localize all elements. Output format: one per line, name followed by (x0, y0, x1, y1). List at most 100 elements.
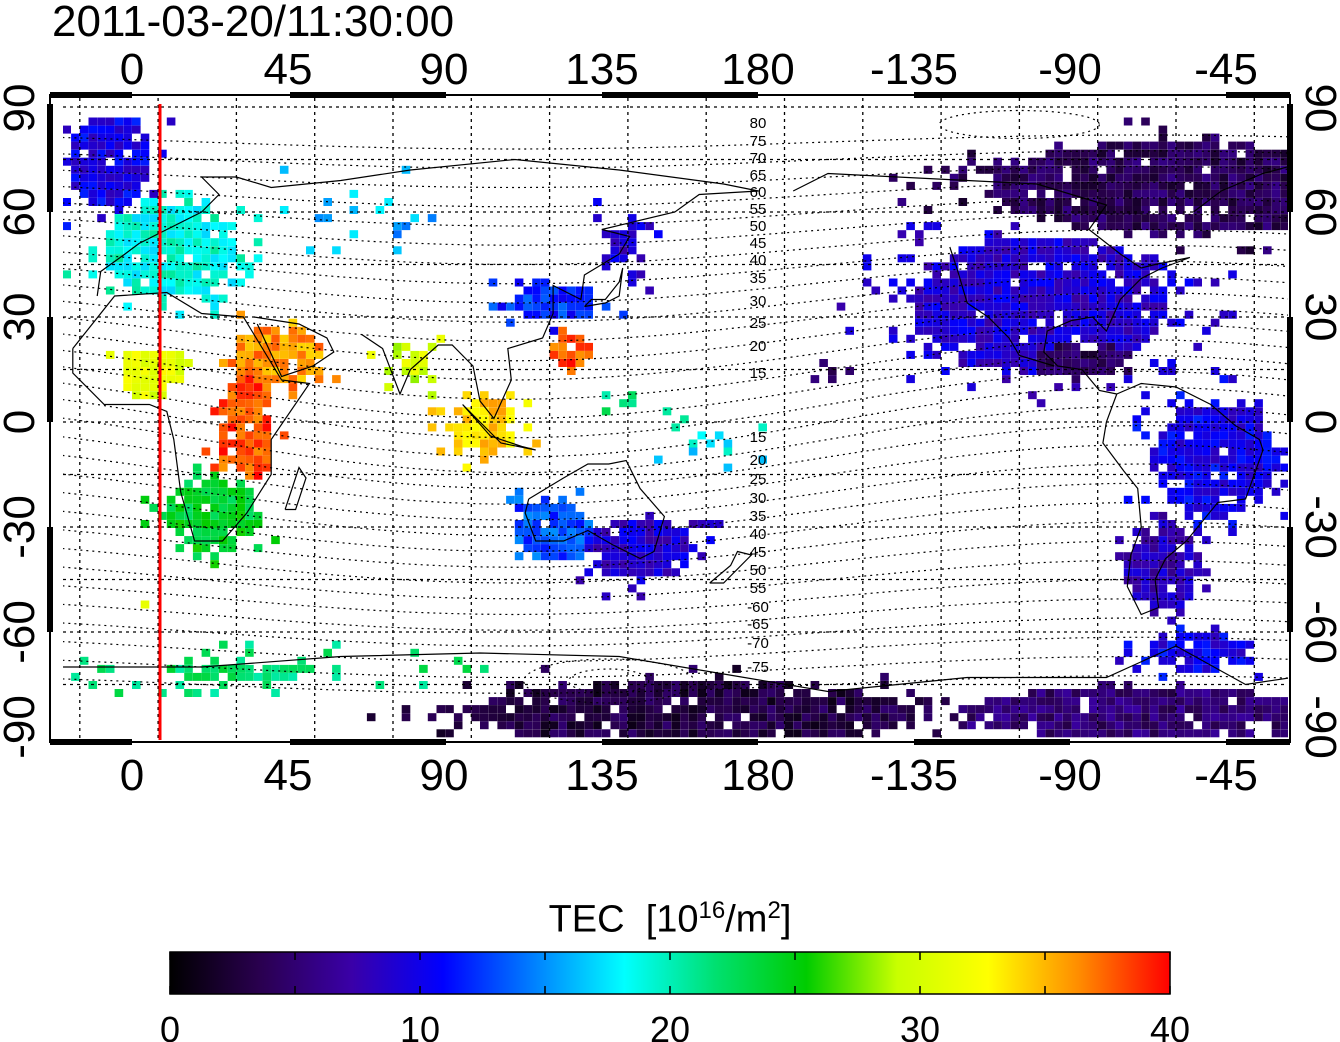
tec-cell (523, 511, 533, 520)
tec-cell (993, 721, 1002, 730)
y-tick-label-right: 0 (1296, 410, 1340, 434)
tec-cell (1106, 262, 1115, 271)
tec-cell (523, 544, 533, 553)
magnetic-latitude-label: 40 (750, 526, 767, 543)
tec-cell (932, 222, 941, 231)
tec-cell (1315, 134, 1324, 142)
tec-cell (540, 697, 550, 706)
tec-cell (636, 520, 646, 528)
tec-cell (1097, 254, 1107, 263)
coastline (63, 645, 1288, 693)
tec-cell (1002, 334, 1011, 343)
tec-cell (227, 455, 237, 464)
tec-cell (1236, 222, 1246, 231)
tec-cell (1167, 463, 1176, 472)
tec-cell (1019, 173, 1028, 182)
tec-cell (575, 729, 585, 738)
tec-cell (1123, 568, 1133, 577)
tec-cell (1236, 479, 1246, 488)
tec-cell (1271, 181, 1281, 190)
tec-cell (393, 246, 402, 255)
tec-cell (158, 189, 167, 198)
tec-cell (1193, 423, 1202, 432)
tec-cell (567, 528, 576, 536)
tec-cell (1010, 318, 1020, 327)
tec-cell (1019, 198, 1028, 206)
tec-cell (593, 721, 602, 730)
tec-cell (245, 487, 254, 496)
tec-cell (262, 415, 272, 424)
tec-cell (688, 447, 698, 456)
tec-cell (480, 423, 489, 432)
tec-cell (1219, 222, 1229, 231)
tec-cell (1106, 326, 1115, 335)
tec-cell (932, 729, 941, 738)
tec-cell (906, 334, 915, 343)
tec-cell (1141, 552, 1150, 561)
tec-cell (158, 375, 167, 384)
tec-cell (1210, 214, 1220, 223)
tec-cell (1158, 648, 1168, 657)
tec-cell (1210, 705, 1220, 714)
tec-cell (175, 367, 185, 375)
tec-cell (1132, 318, 1142, 327)
tec-cell (1149, 640, 1159, 649)
tec-cell (845, 689, 854, 697)
tec-cell (123, 222, 132, 231)
tec-cell (662, 713, 672, 722)
tec-cell (1254, 705, 1263, 714)
tec-cell (488, 423, 498, 432)
tec-cell (671, 729, 680, 738)
tec-cell (1263, 189, 1272, 198)
tec-cell (79, 157, 89, 166)
tec-cell (1071, 302, 1081, 311)
coastline (462, 404, 536, 451)
tec-cell (636, 536, 646, 545)
tec-cell (993, 278, 1002, 287)
tec-cell (245, 334, 254, 343)
tec-cell (1219, 423, 1229, 432)
tec-cell (1219, 721, 1229, 730)
tec-cell (192, 528, 202, 536)
tec-cell (1028, 689, 1037, 697)
tec-cell (149, 359, 158, 367)
tec-cell (1132, 664, 1142, 673)
frame-bar-left (47, 104, 53, 212)
tec-cell (1019, 206, 1028, 214)
tec-cell (975, 318, 985, 327)
tec-cell (1123, 342, 1133, 351)
tec-cell (975, 294, 985, 303)
tec-cell (1115, 342, 1124, 351)
tec-cell (201, 520, 211, 528)
tec-cell (601, 689, 611, 697)
tec-cell (775, 705, 785, 714)
tec-cell (941, 310, 950, 319)
tec-cell (584, 302, 593, 311)
tec-cell (175, 375, 185, 384)
tec-cell (514, 552, 524, 561)
tec-cell (1193, 664, 1202, 673)
tec-cell (88, 189, 98, 198)
tec-cell (1307, 246, 1316, 254)
tec-cell (523, 503, 533, 512)
tec-cell (828, 689, 837, 697)
tec-cell (140, 230, 150, 239)
tec-cell (1202, 729, 1211, 738)
tec-cell (192, 672, 202, 681)
map-grid (63, 98, 1288, 742)
tec-cell (784, 713, 794, 722)
tec-cell (236, 664, 245, 673)
tec-cell (558, 544, 567, 553)
tec-cell (1097, 318, 1107, 327)
tec-cell (671, 689, 680, 697)
magnetic-latitude-label: 55 (750, 580, 767, 597)
tec-cell (1002, 198, 1011, 206)
tec-cell (1176, 198, 1185, 206)
tec-cell (184, 359, 193, 367)
tec-cell (1236, 214, 1246, 223)
tec-cell (1219, 310, 1229, 319)
tec-cell (1184, 584, 1194, 593)
tec-cell (1149, 262, 1159, 271)
tec-cell (1184, 157, 1194, 166)
tec-cell (1054, 326, 1063, 335)
